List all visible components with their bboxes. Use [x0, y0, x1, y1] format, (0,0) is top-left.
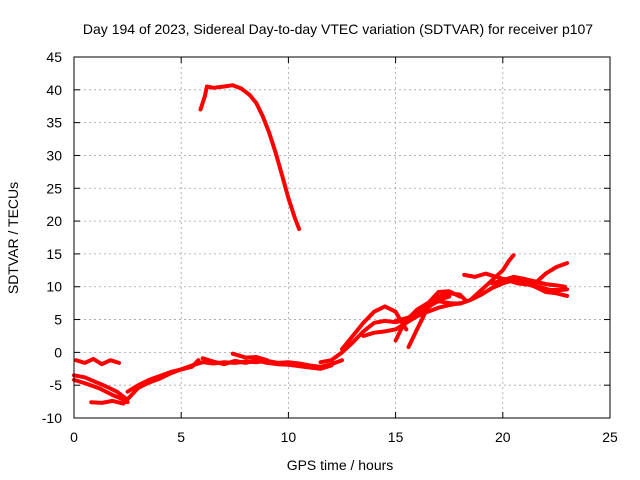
series-line-arc-18 [500, 276, 570, 298]
y-axis-title: SDTVAR / TECUs [5, 182, 21, 294]
chart-title: Day 194 of 2023, Sidereal Day-to-day VTE… [83, 21, 593, 37]
series-line-arc-7 [230, 351, 269, 363]
y-tick-label: 10 [46, 279, 62, 295]
series-group [72, 83, 570, 406]
series-line-arc-15 [462, 271, 570, 292]
series-line-arc-5 [125, 358, 344, 394]
ticks: -10 -5 0 5 10 15 20 25 30 35 40 45 0 5 10 15 20 25 [42, 49, 618, 445]
x-tick-label: 15 [388, 429, 404, 445]
series-line-arc-8 [198, 83, 302, 231]
x-tick-label: 25 [602, 429, 618, 445]
series-line-arc-13 [406, 289, 462, 350]
y-tick-label: -5 [50, 377, 63, 393]
y-tick-label: 25 [46, 180, 62, 196]
plot-frame [73, 56, 611, 419]
series-line-arc-14 [393, 294, 452, 323]
y-tick-label: 30 [46, 147, 62, 163]
y-tick-label: 0 [54, 344, 62, 360]
series-line-arc-3 [72, 377, 126, 402]
y-tick-label: 15 [46, 246, 62, 262]
y-tick-label: 45 [46, 49, 62, 65]
series-line-arc-1 [74, 356, 121, 367]
y-tick-label: 5 [54, 312, 62, 328]
grid [74, 57, 610, 418]
series-line-arc-2 [72, 373, 130, 405]
x-tick-label: 20 [495, 429, 511, 445]
x-tick-label: 5 [177, 429, 185, 445]
x-axis-title: GPS time / hours [287, 457, 394, 473]
y-tick-label: 20 [46, 213, 62, 229]
series-line-arc-6 [200, 356, 334, 371]
y-tick-label: 35 [46, 115, 62, 131]
y-tick-label: 40 [46, 82, 62, 98]
series-line-arc-11 [361, 301, 462, 338]
y-tick-label: -10 [42, 410, 62, 426]
x-tick-label: 0 [70, 429, 78, 445]
series-line-arc-16 [468, 253, 516, 302]
x-tick-label: 10 [281, 429, 297, 445]
